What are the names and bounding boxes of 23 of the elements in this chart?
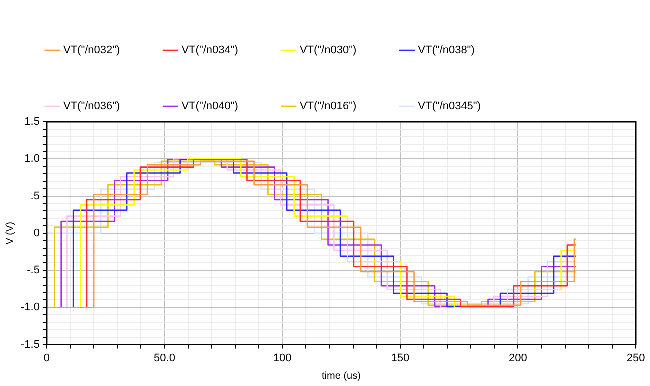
- legend-label: VT("/n032"): [64, 44, 120, 57]
- legend-label: VT("/n034"): [182, 44, 238, 57]
- x-tick-label: 100: [273, 352, 292, 364]
- x-tick-label: 0: [44, 352, 50, 364]
- x-tick-label: 250: [626, 352, 646, 364]
- y-tick-label: -.5: [27, 264, 40, 277]
- legend-label: VT("/n040"): [182, 100, 238, 113]
- legend-label: VT("/n030"): [300, 44, 357, 57]
- x-tick-label: 200: [509, 352, 528, 364]
- x-tick-label: 50.0: [154, 352, 176, 364]
- y-tick-label: -1.5: [20, 338, 40, 351]
- y-tick-label: 1.5: [24, 116, 40, 128]
- legend-label: VT("/n038"): [418, 44, 475, 57]
- x-axis-title: time (us): [322, 370, 361, 382]
- legend-label: VT("/n016"): [300, 100, 357, 113]
- x-tick-label: 150: [391, 352, 410, 364]
- y-tick-label: 1.0: [24, 153, 40, 166]
- y-tick-label: 0: [34, 227, 40, 240]
- y-axis-title: V (V): [4, 222, 16, 245]
- legend-label: VT("/n0345"): [418, 100, 481, 113]
- legend-label: VT("/n036"): [64, 100, 120, 113]
- y-tick-label: -1.0: [20, 302, 40, 314]
- y-tick-label: .5: [30, 190, 40, 202]
